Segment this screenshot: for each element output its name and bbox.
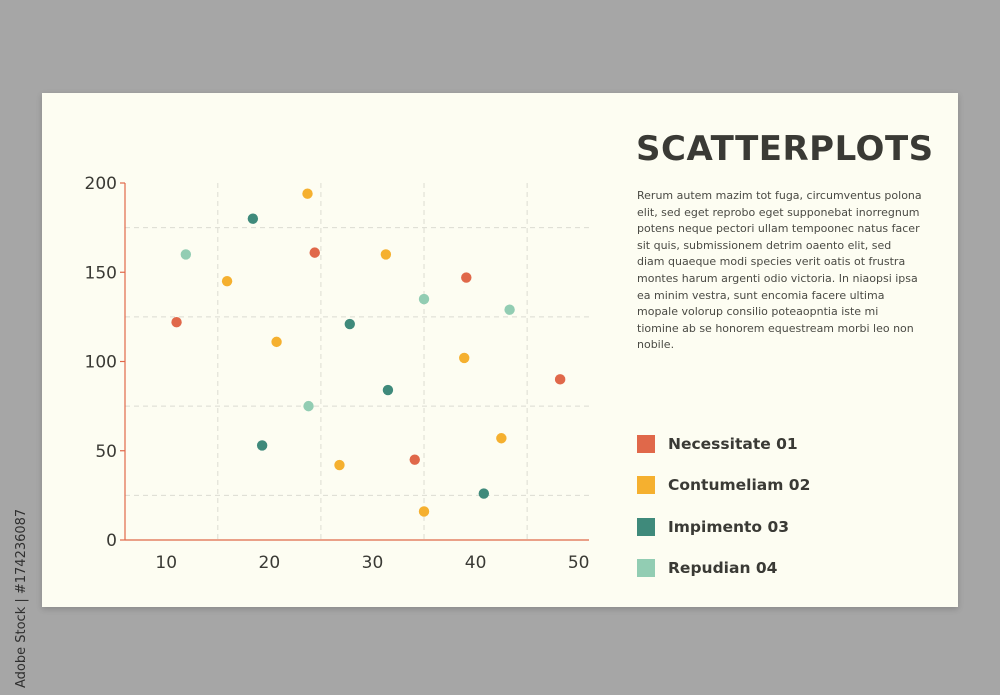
data-point (247, 213, 259, 224)
data-point (418, 506, 430, 517)
x-tick-label: 40 (465, 553, 487, 573)
legend-swatch (637, 476, 655, 495)
description-text: Rerum autem mazim tot fuga, circumventus… (637, 189, 922, 352)
page-title: SCATTERPLOTS (636, 129, 934, 169)
legend-item-contumeliam: Contumeliam 02 (637, 465, 810, 507)
y-tick-label: 0 (106, 531, 117, 551)
legend-swatch (637, 559, 655, 578)
chart-legend: Necessitate 01 Contumeliam 02 Impimento … (637, 423, 810, 589)
data-point (256, 440, 268, 451)
data-point (344, 318, 355, 330)
legend-item-impimento: Impimento 03 (637, 506, 810, 548)
data-point (418, 293, 430, 305)
legend-item-necessitate: Necessitate 01 (637, 423, 810, 465)
legend-label: Necessitate 01 (668, 434, 798, 453)
data-point (496, 433, 507, 444)
y-tick-label: 50 (95, 442, 117, 462)
data-point (334, 459, 345, 471)
data-point (409, 454, 420, 465)
data-point (478, 488, 490, 499)
data-point (271, 336, 282, 348)
x-tick-label: 20 (259, 553, 281, 573)
x-tick-label: 50 (568, 553, 590, 573)
legend-item-repudian: Repudian 04 (637, 548, 810, 590)
legend-label: Contumeliam 02 (668, 476, 811, 495)
data-point (554, 374, 566, 385)
image-id-label: Adobe Stock | #174236087 (14, 448, 34, 688)
x-tick-label: 30 (362, 553, 384, 573)
data-point (309, 247, 320, 258)
data-point (303, 400, 314, 412)
scatter-chart: 0 50 100 150 200 10 20 30 40 50 (85, 174, 590, 573)
data-point (221, 275, 233, 287)
y-tick-label: 150 (85, 263, 117, 283)
y-tick-label: 200 (85, 174, 117, 194)
legend-swatch (637, 517, 655, 536)
data-point (180, 249, 192, 260)
image-id-text: Adobe Stock | #174236087 (14, 508, 29, 688)
legend-label: Impimento 03 (668, 517, 790, 536)
y-tick-label: 100 (85, 353, 117, 373)
data-point (382, 384, 394, 396)
data-point (171, 317, 182, 328)
data-point (302, 188, 313, 199)
data-point (459, 352, 470, 364)
x-tick-label: 10 (155, 553, 177, 573)
legend-swatch (637, 434, 655, 453)
data-point (380, 249, 392, 260)
data-point (461, 272, 472, 283)
data-point (504, 304, 515, 315)
legend-label: Repudian 04 (668, 559, 778, 578)
slide-card: 0 50 100 150 200 10 20 30 40 50 SCATTERPLOTS Reru… (42, 93, 958, 607)
